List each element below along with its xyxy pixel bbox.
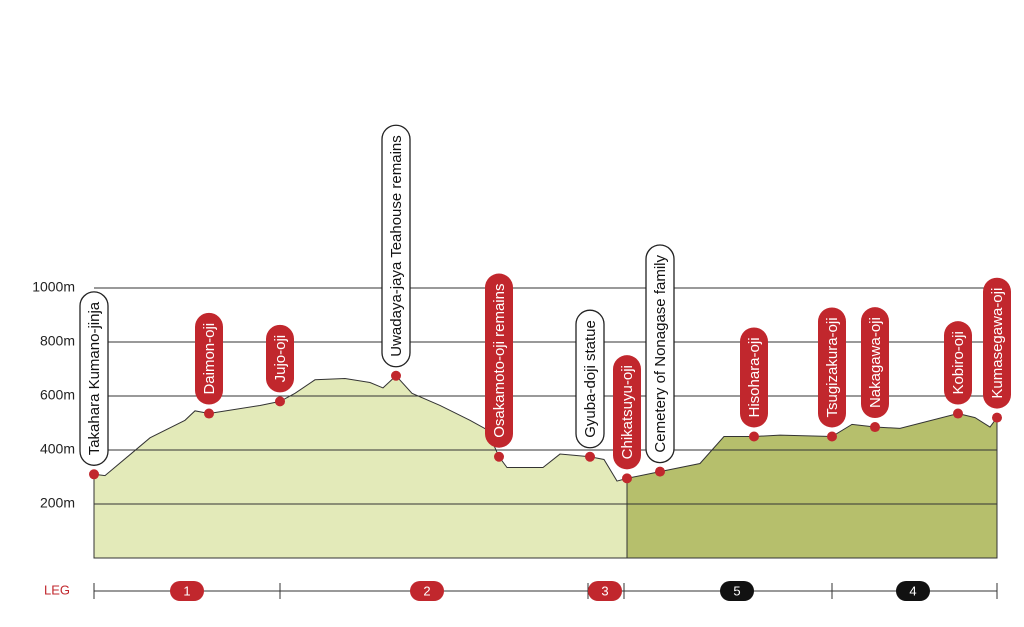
waypoint-label: Jujo-oji [266, 324, 294, 393]
waypoint-pill [79, 291, 109, 466]
waypoint-label: Nakagawa-oji [861, 307, 889, 419]
waypoint-marker [204, 408, 214, 419]
waypoint-label: Kumasegawa-oji [983, 277, 1011, 409]
waypoint-pill [983, 277, 1011, 409]
waypoint-marker [622, 473, 632, 484]
waypoint-name: Daimon-oji [201, 323, 218, 395]
waypoint-label: Daimon-oji [195, 312, 223, 405]
waypoint-name: Osakamoto-oji remains [491, 284, 508, 438]
waypoint-name: Uwadaya-jaya Teahouse remains [388, 135, 405, 357]
waypoint-pill [740, 327, 768, 428]
leg-number: 1 [183, 583, 190, 598]
waypoint-name: Jujo-oji [272, 335, 289, 383]
waypoint-pill [485, 273, 513, 448]
y-tick-label: 600m [40, 387, 75, 403]
waypoint-label: Tsugizakura-oji [818, 307, 846, 428]
waypoint-pill [575, 309, 605, 449]
waypoint-pill [613, 355, 641, 470]
waypoint-marker [992, 412, 1002, 423]
waypoint-marker [89, 469, 99, 480]
waypoint-name: Cemetery of Nonagase family [652, 255, 669, 453]
waypoint-label: Gyuba-doji statue [575, 309, 605, 449]
y-tick-label: 400m [40, 441, 75, 457]
waypoint-marker [953, 408, 963, 419]
waypoint-marker [827, 431, 837, 442]
waypoint-marker [391, 370, 401, 381]
waypoint-label: Cemetery of Nonagase family [645, 244, 675, 464]
waypoint-name: Gyuba-doji statue [582, 320, 599, 438]
waypoint-marker [275, 396, 285, 407]
waypoint-pill [944, 321, 972, 405]
waypoint-name: Takahara Kumano-jinja [86, 301, 103, 455]
waypoint-label: Uwadaya-jaya Teahouse remains [381, 124, 411, 368]
elevation-area [626, 413, 998, 559]
elevation-area [93, 375, 628, 559]
waypoint-pill [861, 307, 889, 419]
waypoint-pill [381, 124, 411, 368]
leg-number: 3 [601, 583, 608, 598]
y-tick-label: 1000m [32, 279, 75, 295]
waypoint-label: Osakamoto-oji remains [485, 273, 513, 448]
leg-badge [896, 581, 930, 601]
leg-number: 2 [423, 583, 430, 598]
waypoint-name: Chikatsuyu-oji [619, 365, 636, 459]
waypoint-name: Kobiro-oji [950, 331, 967, 394]
leg-badge [410, 581, 444, 601]
waypoint-marker [655, 466, 665, 477]
waypoint-name: Tsugizakura-oji [824, 317, 841, 417]
leg-badge [170, 581, 204, 601]
y-tick-label: 800m [40, 333, 75, 349]
waypoint-marker [870, 422, 880, 433]
waypoint-pill [195, 312, 223, 405]
waypoint-pill [818, 307, 846, 428]
waypoint-label: Kobiro-oji [944, 321, 972, 405]
waypoint-name: Nakagawa-oji [867, 317, 884, 408]
leg-badge [588, 581, 622, 601]
waypoint-label: Takahara Kumano-jinja [79, 291, 109, 466]
waypoint-marker [585, 451, 595, 462]
legend-title: LEG [44, 582, 70, 597]
waypoint-marker [749, 431, 759, 442]
leg-number: 5 [733, 583, 740, 598]
waypoint-marker [494, 451, 504, 462]
waypoint-pill [645, 244, 675, 464]
waypoint-name: Hisohara-oji [746, 337, 763, 417]
waypoint-label: Chikatsuyu-oji [613, 355, 641, 470]
waypoint-name: Kumasegawa-oji [989, 288, 1006, 399]
waypoint-pill [266, 324, 294, 393]
leg-number: 4 [909, 583, 916, 598]
y-tick-label: 200m [40, 495, 75, 511]
waypoint-label: Hisohara-oji [740, 327, 768, 428]
leg-badge [720, 581, 754, 601]
